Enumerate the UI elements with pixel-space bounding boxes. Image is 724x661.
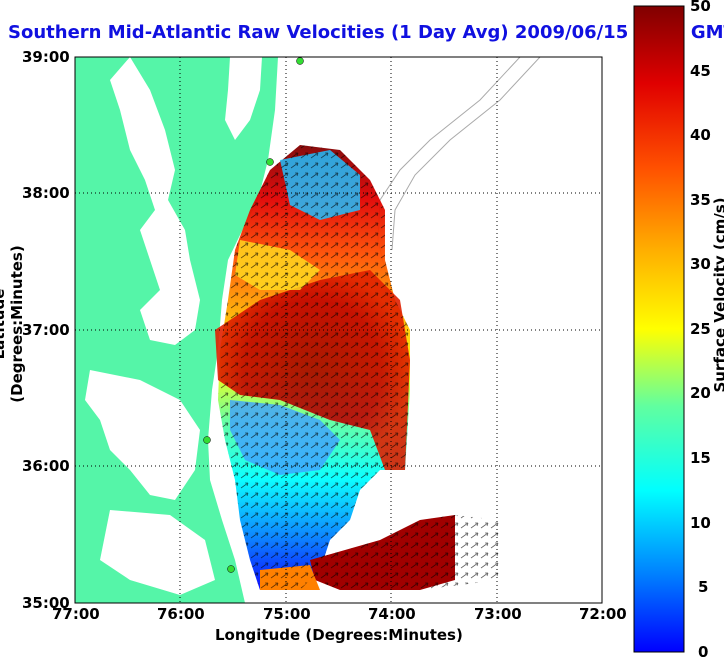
delaware-bay <box>225 57 262 140</box>
lat-tick-label: 35:00 <box>22 594 70 612</box>
colorbar-label: Surface Velocity (cm/s) <box>711 197 724 393</box>
colorbar-tick-label: 35 <box>690 191 711 209</box>
lat-tick-label: 36:00 <box>22 457 70 475</box>
lon-tick-label: 73:00 <box>474 605 522 623</box>
colorbar-tick-label: 10 <box>690 514 711 532</box>
colorbar-tick-label: 45 <box>690 62 711 80</box>
colorbar-tick-label: 50 <box>690 0 711 15</box>
x-axis-label: Longitude (Degrees:Minutes) <box>215 626 463 644</box>
colorbar-tick-label: 0 <box>698 643 709 661</box>
lon-tick-label: 72:00 <box>579 605 627 623</box>
lat-tick-label: 38:00 <box>22 184 70 202</box>
sound <box>85 370 200 500</box>
pamlico-sound <box>100 510 215 595</box>
bathymetry-contour <box>391 57 541 251</box>
colorbar-tick-label: 20 <box>690 384 711 402</box>
colorbar-tick-label: 30 <box>690 255 711 273</box>
y-axis-label: Latitude (Degrees:Minutes) <box>0 245 26 403</box>
lon-tick-label: 75:00 <box>263 605 311 623</box>
radar-site-marker <box>203 436 211 444</box>
lat-tick-label: 39:00 <box>22 48 70 66</box>
grid-lines <box>75 57 602 603</box>
radar-site-marker <box>227 565 235 573</box>
colorbar <box>633 5 685 653</box>
velocity-arrows <box>218 145 410 590</box>
map-area <box>75 57 602 603</box>
velocity-arrows <box>310 515 500 590</box>
lon-tick-label: 74:00 <box>368 605 416 623</box>
lon-tick-label: 76:00 <box>157 605 205 623</box>
colorbar-tick-label: 15 <box>690 449 711 467</box>
radar-site-marker <box>266 158 274 166</box>
plot-frame <box>74 56 603 604</box>
colorbar-tick-label: 25 <box>690 320 711 338</box>
lat-tick-label: 37:00 <box>22 321 70 339</box>
lon-tick-label: 77:00 <box>52 605 100 623</box>
radar-site-marker <box>296 57 304 65</box>
map-title: Southern Mid-Atlantic Raw Velocities (1 … <box>8 22 724 43</box>
chesapeake-bay <box>110 57 200 345</box>
colorbar-tick-label: 5 <box>698 578 709 596</box>
colorbar-tick-label: 40 <box>690 126 711 144</box>
